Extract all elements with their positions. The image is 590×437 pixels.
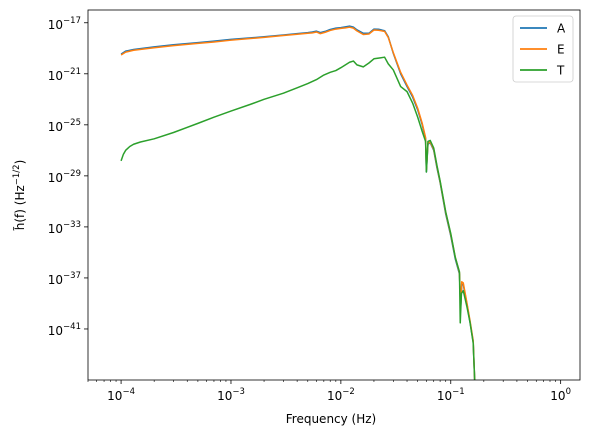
legend-label-t: T (556, 64, 565, 78)
y-tick-label: 10−37 (48, 271, 81, 287)
x-tick-label: 10−2 (327, 387, 355, 403)
y-tick-label: 10−25 (48, 118, 81, 134)
series-lines (120, 25, 476, 380)
y-axis-title: h̃(f) (Hz−1/2) (12, 160, 27, 231)
y-tick-label: 10−33 (48, 220, 81, 236)
y-tick-label: 10−17 (48, 16, 81, 32)
x-tick-label: 10−4 (107, 387, 135, 403)
legend-label-e: E (557, 43, 565, 57)
series-line-t (120, 56, 476, 380)
x-tick-label: 100 (550, 387, 571, 403)
x-tick-label: 10−1 (437, 387, 465, 403)
y-tick-label: 10−41 (48, 322, 81, 338)
x-axis-title: Frequency (Hz) (286, 412, 377, 426)
y-tick-label: 10−21 (48, 67, 81, 83)
y-tick-label: 10−29 (48, 169, 81, 185)
y-axis-ticks: 10−17 10−21 10−25 10−29 10−33 10−37 10−41 (48, 16, 88, 338)
plot-area (88, 10, 580, 380)
x-tick-label: 10−3 (217, 387, 245, 403)
legend: AET (512, 15, 574, 83)
legend-label-a: A (557, 22, 566, 36)
plot-frame (87, 9, 581, 381)
x-axis-ticks: 10−4 10−3 10−2 10−1 100 (87, 380, 571, 403)
